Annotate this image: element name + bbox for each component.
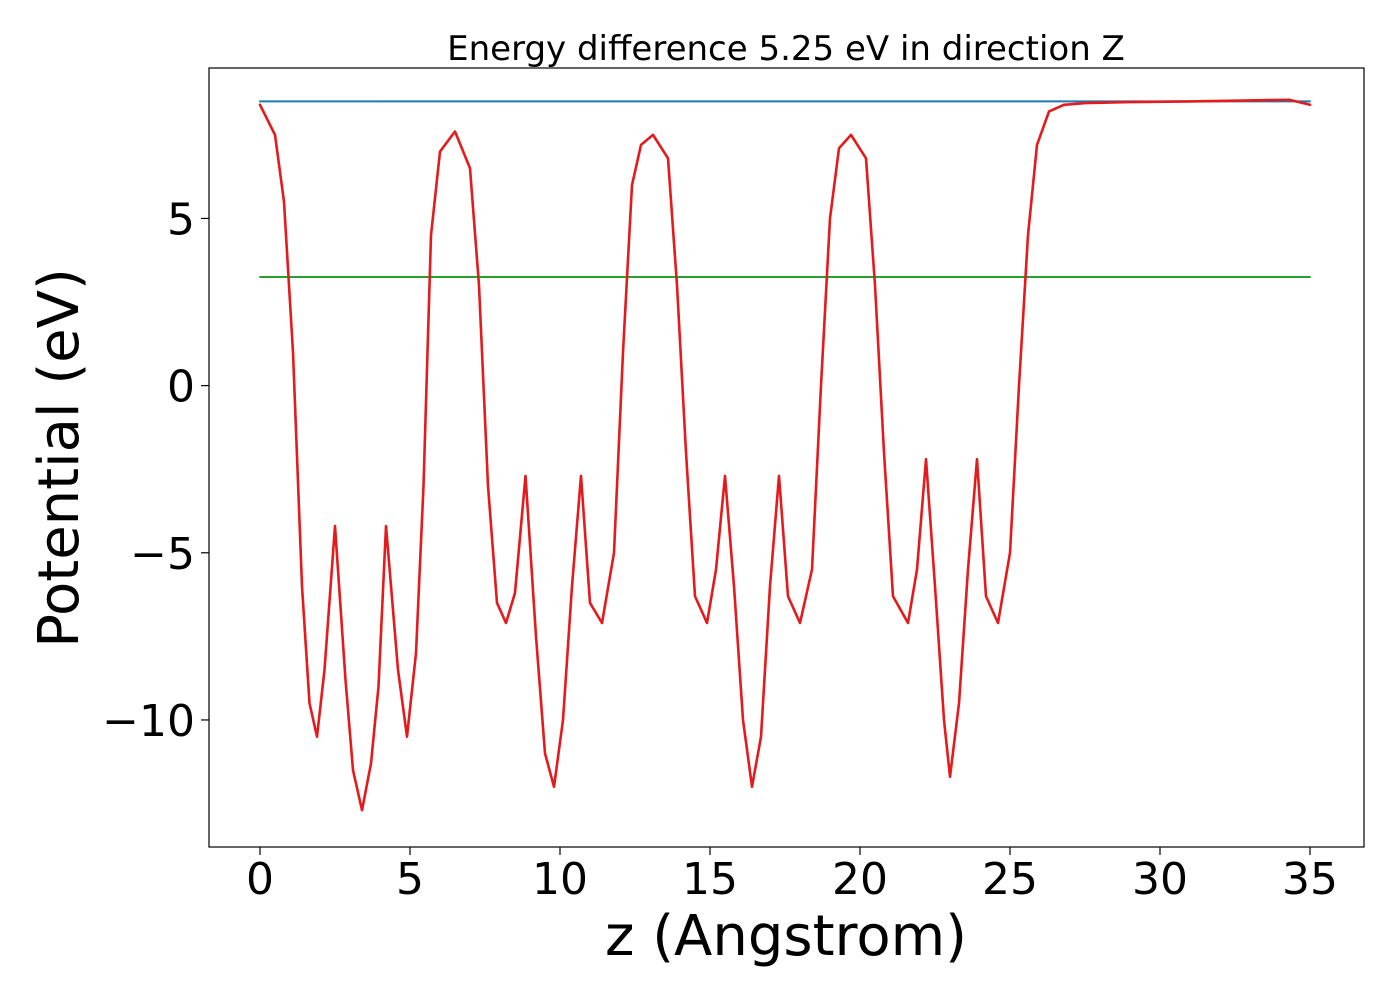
x-tick-label: 15 (682, 854, 738, 905)
y-tick-label: −5 (130, 529, 195, 580)
y-tick-label: 0 (167, 362, 195, 413)
y-axis-label: Potential (eV) (27, 268, 92, 648)
plot-frame (208, 67, 1365, 848)
x-tick-label: 35 (1282, 854, 1338, 905)
x-tick-label: 10 (532, 854, 588, 905)
x-tick-label: 20 (832, 854, 888, 905)
series-line-3 (258, 98, 1312, 812)
x-tick-label: 5 (396, 854, 424, 905)
plot-area: 0 5 10 15 20 25 30 35 −10 −5 0 5 (102, 67, 1365, 905)
chart-title: Energy difference 5.25 eV in direction Z (447, 29, 1125, 69)
x-axis-label: z (Angstrom) (605, 904, 967, 969)
y-tick-label: 5 (167, 194, 195, 245)
series-group (258, 98, 1312, 812)
x-tick-label: 30 (1132, 854, 1188, 905)
y-tick-label: −10 (102, 696, 195, 747)
x-tick-label: 0 (246, 854, 274, 905)
x-tick-label: 25 (982, 854, 1038, 905)
